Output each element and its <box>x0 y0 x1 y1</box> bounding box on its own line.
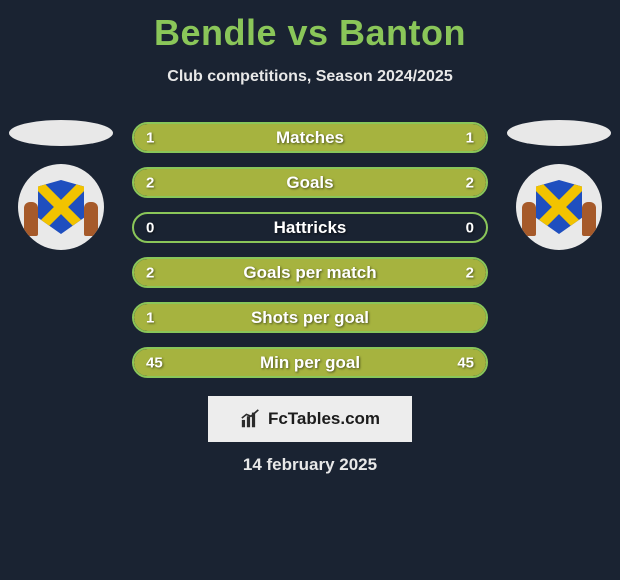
stat-right-value: 0 <box>466 219 474 236</box>
stat-right-value: 1 <box>466 129 474 146</box>
stat-label: Min per goal <box>134 353 486 373</box>
stat-right-value: 2 <box>466 264 474 281</box>
source-badge: FcTables.com <box>208 396 412 442</box>
stat-label: Goals <box>134 173 486 193</box>
right-ellipse <box>507 120 611 146</box>
stat-right-value: 2 <box>466 174 474 191</box>
stat-left-value: 1 <box>146 129 154 146</box>
stats-container: 1Matches12Goals20Hattricks02Goals per ma… <box>132 122 488 378</box>
stat-label: Matches <box>134 128 486 148</box>
source-label: FcTables.com <box>268 409 380 429</box>
page-subtitle: Club competitions, Season 2024/2025 <box>0 68 620 86</box>
stat-row: 1Shots per goal <box>132 302 488 333</box>
chart-icon <box>240 408 262 430</box>
stat-row: 0Hattricks0 <box>132 212 488 243</box>
page-title: Bendle vs Banton <box>0 0 620 54</box>
stat-row: 2Goals2 <box>132 167 488 198</box>
date-label: 14 february 2025 <box>0 455 620 475</box>
stat-row: 45Min per goal45 <box>132 347 488 378</box>
stat-label: Goals per match <box>134 263 486 283</box>
stat-left-value: 0 <box>146 219 154 236</box>
right-crest-icon <box>516 164 602 250</box>
stat-left-value: 45 <box>146 354 163 371</box>
left-player-column <box>6 120 116 250</box>
left-ellipse <box>9 120 113 146</box>
stat-left-value: 2 <box>146 264 154 281</box>
stat-row: 2Goals per match2 <box>132 257 488 288</box>
stat-label: Shots per goal <box>134 308 486 328</box>
stat-left-value: 2 <box>146 174 154 191</box>
right-player-column <box>504 120 614 250</box>
stat-left-value: 1 <box>146 309 154 326</box>
stat-row: 1Matches1 <box>132 122 488 153</box>
left-crest-icon <box>18 164 104 250</box>
stat-right-value: 45 <box>457 354 474 371</box>
stat-label: Hattricks <box>134 218 486 238</box>
